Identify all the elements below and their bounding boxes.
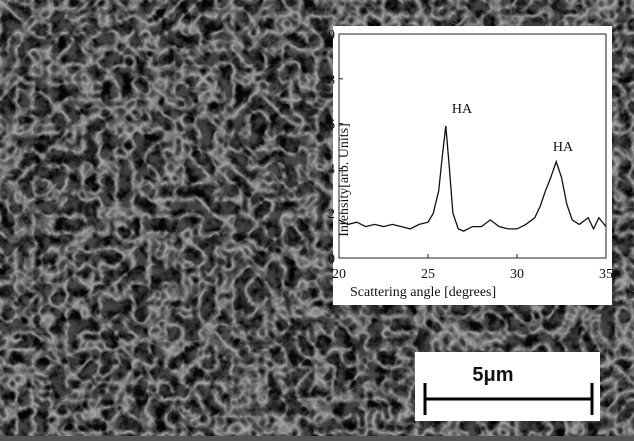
y-tick-label: 4	[328, 162, 335, 177]
figure: Scattering angle [degrees] Intensity[arb…	[0, 0, 634, 436]
y-tick-label: 2	[328, 207, 335, 222]
y-tick-label: 10	[321, 28, 335, 43]
x-tick-label: 30	[510, 267, 524, 282]
y-tick-label: 6	[328, 118, 335, 133]
peak-annotation: HA	[452, 102, 473, 117]
y-tick-label: 0	[328, 252, 335, 267]
scale-bar-label: 5μm	[472, 364, 513, 386]
x-tick-label: 20	[332, 267, 346, 282]
peak-annotation: HA	[553, 140, 574, 155]
x-tick-label: 25	[421, 267, 435, 282]
x-tick-label: 35	[599, 267, 613, 282]
scale-bar-box	[415, 352, 600, 421]
page: Scattering angle [degrees] Intensity[arb…	[0, 0, 634, 436]
y-tick-label: 8	[328, 73, 335, 88]
inset-panel	[333, 26, 612, 305]
x-axis-label: Scattering angle [degrees]	[350, 285, 496, 300]
